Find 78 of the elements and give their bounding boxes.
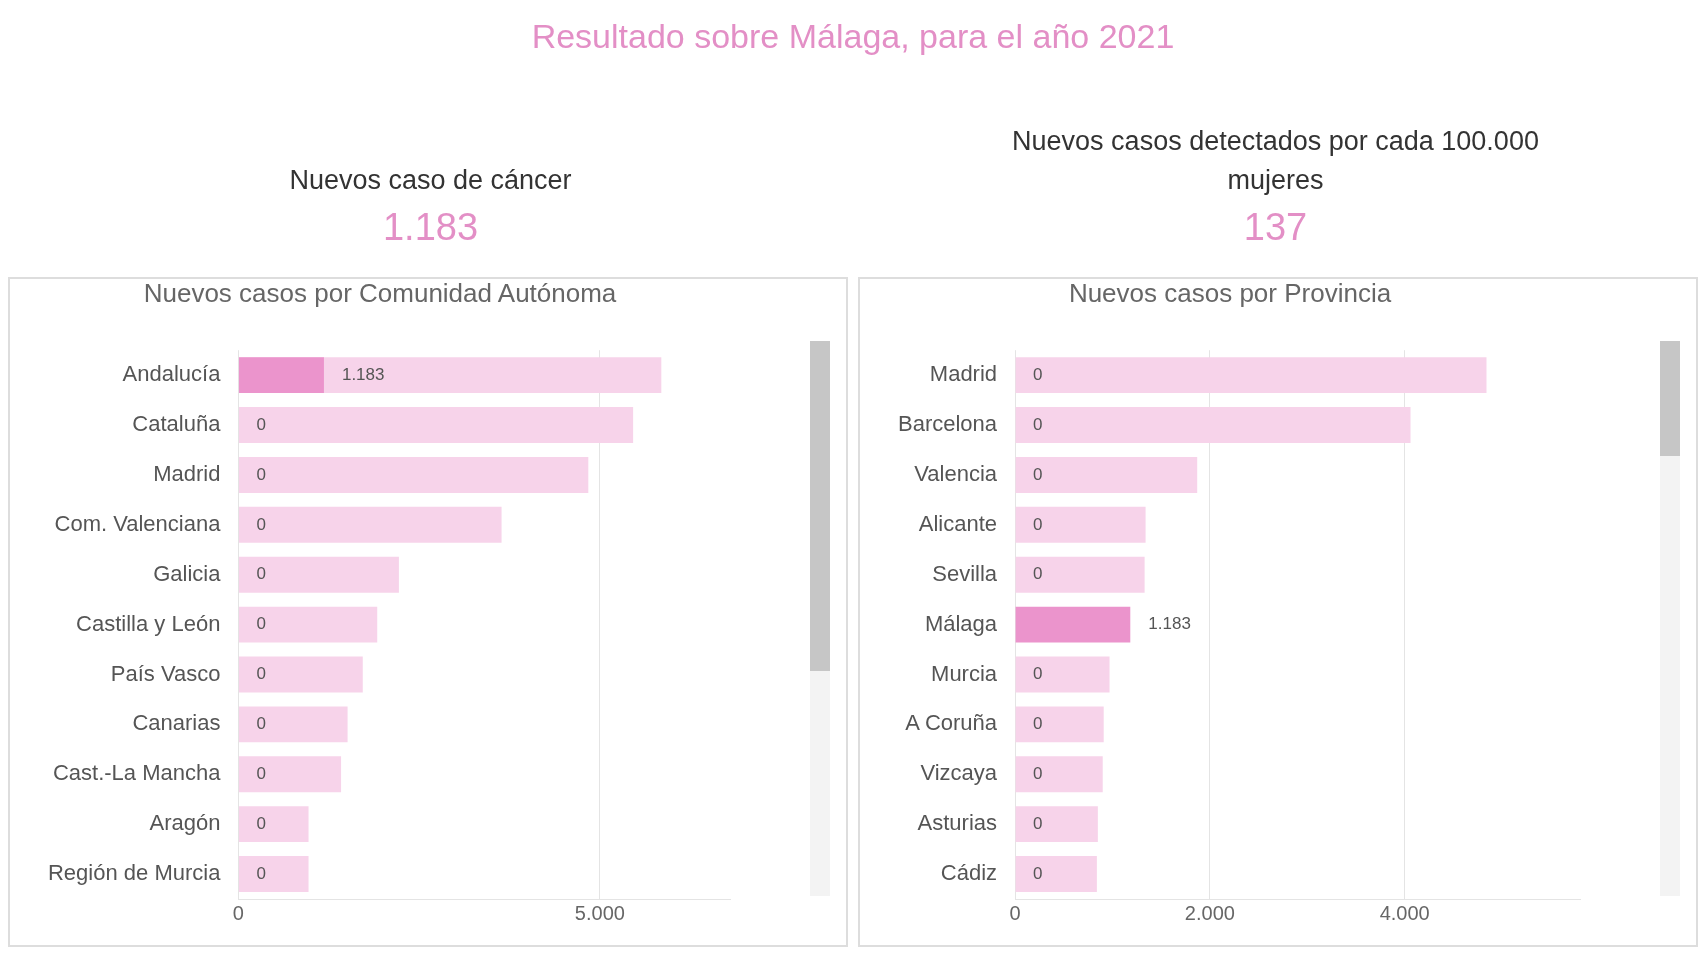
bar — [238, 756, 342, 793]
data-label: 1.183 — [341, 365, 385, 385]
text: Nuevos casos detectados por cada 100.000 mujeres — [1011, 125, 1540, 198]
data-label: 1.183 — [1148, 614, 1191, 634]
text: Resultado sobre Málaga, para el año 2021 — [530, 16, 1176, 57]
bar — [1015, 706, 1104, 743]
data-label: 0 — [1033, 415, 1043, 435]
y-tick-label: Com. Valenciana — [54, 511, 222, 537]
text: 1.183 — [381, 206, 480, 250]
y-tick-label: País Vasco — [110, 660, 221, 686]
data-label: 0 — [1033, 814, 1043, 834]
data-label: 0 — [256, 514, 266, 534]
y-tick-label: Aragón — [149, 810, 221, 836]
text: 137 — [1242, 206, 1309, 250]
y-tick-label: Madrid — [929, 361, 998, 387]
data-label: 0 — [1033, 514, 1043, 534]
y-tick-label: Canarias — [132, 710, 221, 736]
y-tick-label: Madrid — [153, 461, 221, 487]
data-label: 0 — [1033, 864, 1043, 884]
bar — [1015, 457, 1198, 494]
y-tick-label: Galicia — [153, 561, 222, 587]
data-label: 0 — [1033, 714, 1043, 734]
data-label: 0 — [256, 714, 266, 734]
data-label: 0 — [1033, 564, 1043, 584]
bar — [238, 856, 309, 893]
y-tick-label: Cádiz — [940, 860, 998, 886]
data-label: 0 — [256, 415, 266, 435]
data-label: 0 — [256, 464, 266, 484]
bar — [238, 507, 502, 544]
data-label: 0 — [256, 614, 266, 634]
bar — [1015, 656, 1110, 693]
x-tick-label: 2.000 — [1184, 901, 1235, 924]
bar — [238, 357, 324, 394]
bar — [238, 656, 363, 693]
data-label: 0 — [256, 864, 266, 884]
bar — [238, 606, 378, 643]
bar — [1015, 756, 1103, 793]
y-tick-label: Sevilla — [932, 561, 998, 587]
bar — [1015, 606, 1131, 643]
y-tick-label: Asturias — [917, 810, 998, 836]
text: Nuevos caso de cáncer — [288, 164, 573, 198]
bar — [1015, 357, 1487, 394]
data-label: 0 — [256, 764, 266, 784]
bar — [238, 457, 589, 494]
bar — [238, 706, 348, 743]
y-tick-label: Murcia — [931, 660, 998, 686]
bar — [1015, 806, 1098, 843]
x-tick-label: 0 — [232, 901, 244, 924]
chart-title: Nuevos casos por Provincia — [1068, 278, 1392, 309]
data-label: 0 — [256, 814, 266, 834]
data-label: 0 — [1033, 365, 1043, 385]
bar — [1015, 856, 1097, 893]
y-tick-label: Castilla y León — [76, 610, 221, 636]
data-label: 0 — [1033, 764, 1043, 784]
y-tick-label: Valencia — [914, 461, 998, 487]
bar — [1015, 507, 1146, 544]
y-tick-label: A Coruña — [905, 710, 998, 736]
bar — [238, 407, 634, 444]
data-label: 0 — [256, 564, 266, 584]
y-tick-label: Región de Murcia — [47, 860, 222, 886]
y-tick-label: Málaga — [924, 610, 998, 636]
y-tick-label: Cataluña — [132, 411, 222, 437]
y-tick-label: Andalucía — [122, 361, 222, 387]
bar — [1015, 557, 1145, 593]
data-label: 0 — [1033, 464, 1043, 484]
y-tick-label: Cast.-La Mancha — [52, 760, 222, 786]
x-tick-label: 5.000 — [574, 901, 625, 924]
x-tick-label: 0 — [1009, 901, 1021, 924]
chart-title: Nuevos casos por Comunidad Autónoma — [143, 278, 617, 309]
bar — [1015, 407, 1411, 444]
bar — [238, 557, 399, 593]
data-label: 0 — [1033, 664, 1043, 684]
data-label: 0 — [256, 664, 266, 684]
x-tick-label: 4.000 — [1379, 901, 1430, 924]
y-tick-label: Alicante — [918, 511, 998, 537]
y-tick-label: Barcelona — [897, 411, 998, 437]
bar — [238, 806, 309, 843]
y-tick-label: Vizcaya — [920, 760, 998, 786]
